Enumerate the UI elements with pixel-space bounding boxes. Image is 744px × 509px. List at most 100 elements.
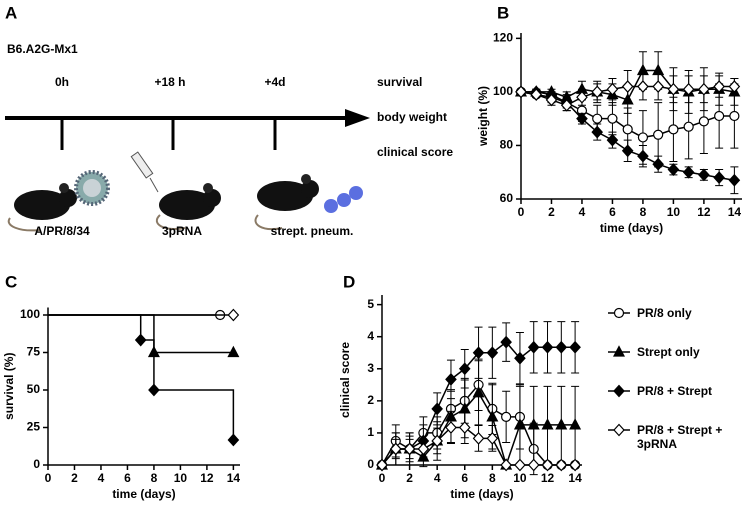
- marker: [472, 431, 485, 445]
- marker: [576, 112, 588, 126]
- marker: [227, 433, 240, 447]
- marker: [613, 307, 625, 319]
- marker: [713, 80, 725, 93]
- marker: [445, 372, 457, 386]
- x-axis-label: time (days): [112, 487, 175, 501]
- legend-entry: PR/8 + Strept + 3pRNA: [607, 423, 742, 462]
- marker: [652, 80, 664, 93]
- x-tick-label: 10: [513, 471, 527, 485]
- marker: [227, 308, 240, 322]
- marker: [698, 82, 710, 96]
- marker: [514, 458, 526, 472]
- marker: [613, 384, 625, 398]
- marker: [458, 421, 471, 434]
- marker: [527, 418, 540, 430]
- marker: [458, 362, 471, 376]
- x-tick-label: 4: [434, 471, 441, 485]
- marker: [560, 98, 573, 112]
- mouse: [254, 174, 319, 230]
- y-axis-label: clinical score: [338, 342, 352, 418]
- mouse: [7, 183, 77, 232]
- y-tick-label: 1: [367, 425, 374, 439]
- timepoint: +4d: [264, 75, 285, 89]
- strain: B6.A2G-Mx1: [7, 42, 78, 56]
- marker: [713, 171, 725, 184]
- marker: [592, 113, 603, 124]
- x-tick-label: 4: [579, 205, 586, 219]
- x-axis-label: time (days): [600, 221, 663, 235]
- arrow-head: [345, 109, 370, 127]
- virus: [74, 170, 110, 206]
- marker: [667, 163, 680, 176]
- y-tick-label: 80: [500, 138, 514, 152]
- x-tick-label: 10: [174, 471, 188, 485]
- marker: [621, 80, 634, 93]
- x-tick-label: 8: [489, 471, 496, 485]
- marker: [729, 110, 740, 122]
- marker: [653, 129, 664, 140]
- marker: [134, 333, 147, 347]
- legend-swatch: [608, 307, 630, 319]
- marker: [698, 116, 709, 127]
- y-tick-label: 3: [367, 361, 374, 375]
- marker: [555, 340, 568, 354]
- legend-swatch: [608, 423, 630, 437]
- x-tick-label: 12: [200, 471, 214, 485]
- y-tick-label: 50: [27, 382, 41, 396]
- legend-swatch: [608, 384, 630, 398]
- legend-label: Strept only: [637, 345, 700, 359]
- marker: [472, 346, 485, 360]
- x-tick-label: 6: [461, 471, 468, 485]
- marker: [486, 431, 499, 445]
- marker: [607, 113, 618, 124]
- marker: [637, 149, 649, 163]
- legend-label: PR/8 only: [637, 306, 692, 320]
- x-axis-label: time (days): [450, 487, 513, 501]
- readout: clinical score: [377, 145, 453, 159]
- marker: [728, 173, 741, 187]
- treatment: A/PR/8/34: [34, 224, 90, 238]
- marker: [591, 125, 604, 139]
- marker: [667, 82, 680, 96]
- x-tick-label: 0: [45, 471, 52, 485]
- marker: [431, 402, 443, 416]
- marker: [541, 418, 554, 430]
- marker: [569, 458, 581, 472]
- marker: [527, 458, 540, 472]
- marker: [714, 110, 725, 122]
- marker: [530, 88, 543, 101]
- x-tick-label: 4: [98, 471, 105, 485]
- marker: [227, 345, 240, 358]
- timeline: [5, 109, 370, 150]
- marker: [472, 386, 485, 398]
- panel-letter: B: [497, 3, 509, 22]
- y-tick-label: 60: [500, 191, 514, 205]
- treatment: 3pRNA: [162, 224, 202, 238]
- x-tick-label: 2: [548, 205, 555, 219]
- marker: [555, 458, 568, 472]
- x-tick-label: 8: [640, 205, 647, 219]
- marker: [652, 157, 664, 171]
- y-axis-label: survival (%): [2, 353, 16, 420]
- y-tick-label: 75: [27, 345, 41, 359]
- marker: [541, 340, 554, 354]
- marker: [376, 458, 388, 472]
- marker: [500, 335, 512, 349]
- readout: body weight: [377, 110, 447, 124]
- readout: survival: [377, 75, 422, 89]
- legend-entry: PR/8 only: [607, 306, 742, 345]
- y-tick-label: 4: [367, 329, 374, 343]
- marker: [637, 132, 649, 143]
- marker: [668, 124, 679, 135]
- panel-letter: C: [5, 272, 17, 291]
- marker: [545, 93, 558, 107]
- y-tick-label: 0: [33, 457, 40, 471]
- marker: [613, 345, 625, 357]
- marker: [576, 90, 588, 104]
- x-tick-label: 0: [518, 205, 525, 219]
- y-tick-label: 100: [20, 307, 40, 321]
- timepoint: +18 h: [154, 75, 185, 89]
- marker: [555, 418, 568, 430]
- marker: [445, 421, 457, 434]
